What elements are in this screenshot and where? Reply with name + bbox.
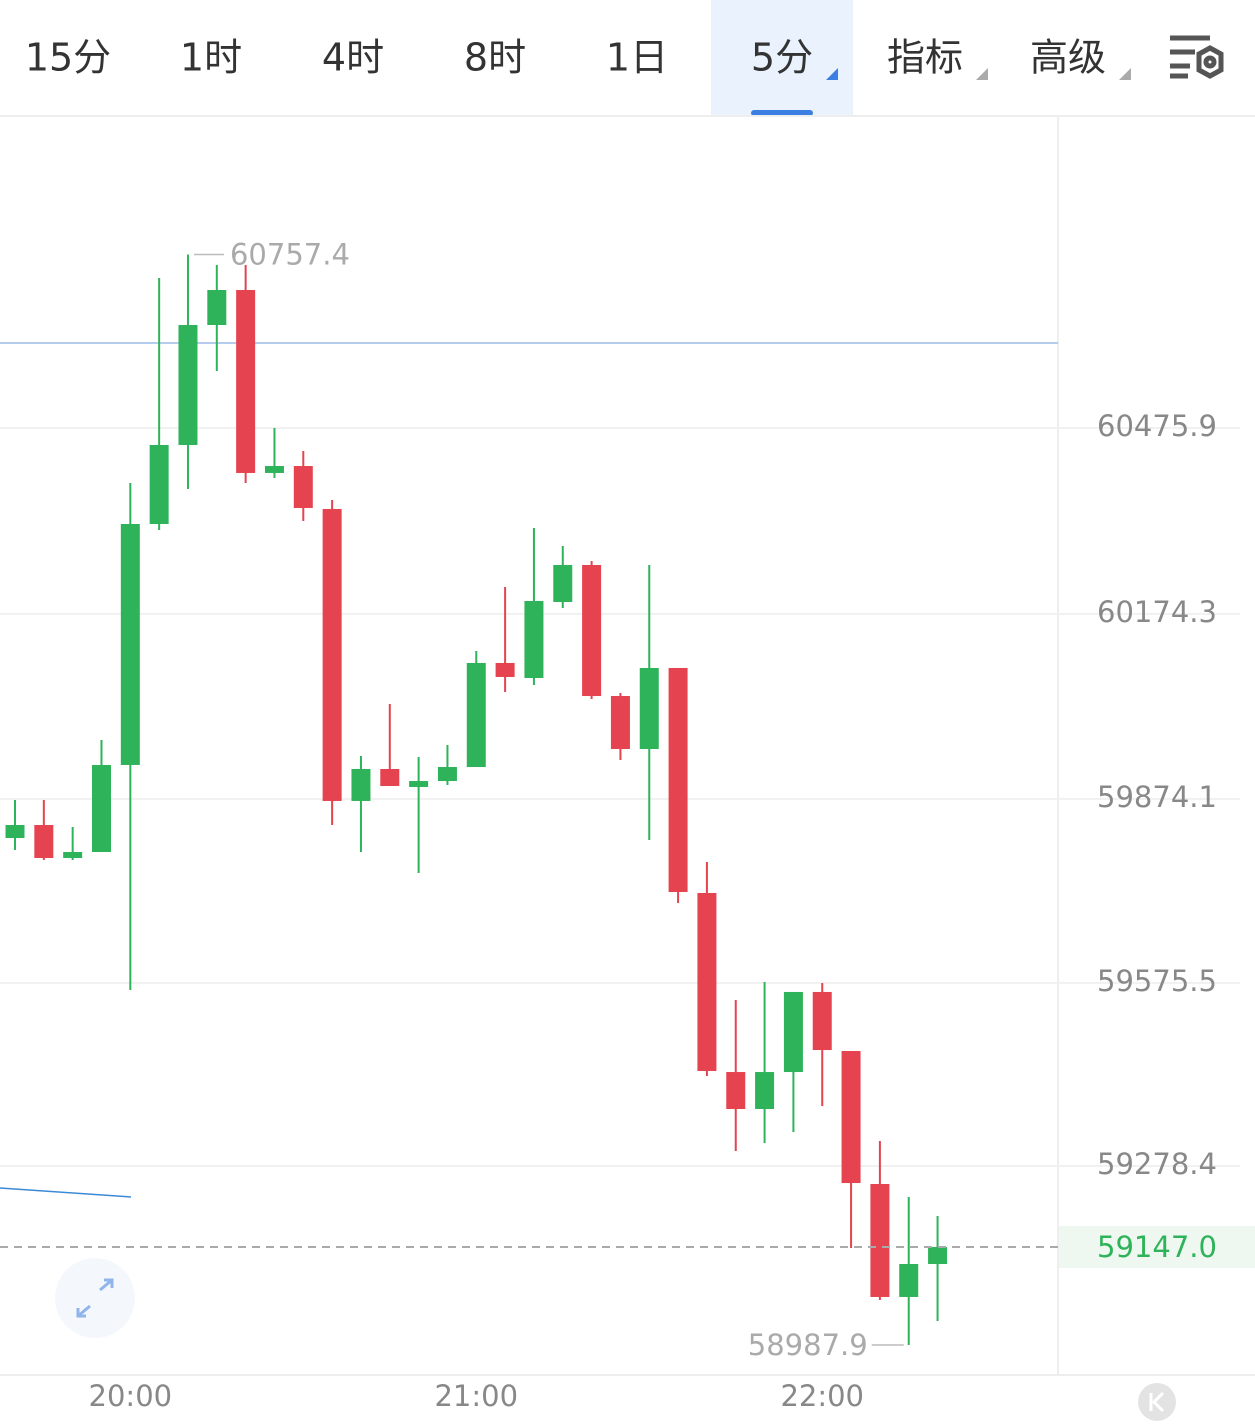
y-tick-label: 59874.1 (1097, 780, 1217, 814)
active-tab-underline (751, 110, 813, 116)
candle-body (178, 325, 198, 445)
tab[interactable]: 高级 (1030, 36, 1106, 80)
candle-body (668, 667, 688, 893)
candle-body (120, 524, 140, 765)
x-tick-label: 20:00 (89, 1379, 173, 1413)
tab[interactable]: 15分 (25, 36, 111, 80)
candle-body (553, 564, 573, 602)
y-tick-label: 60475.9 (1097, 409, 1217, 443)
candle-body (293, 466, 313, 508)
candle-body (207, 289, 227, 326)
candle-body (322, 508, 342, 801)
y-tick-label: 60174.3 (1097, 595, 1217, 629)
candle-body (409, 781, 429, 787)
y-tick-label: 59278.4 (1097, 1147, 1217, 1181)
x-tick-label: 21:00 (434, 1379, 518, 1413)
tab[interactable]: 8时 (464, 36, 526, 80)
tab[interactable]: 1日 (606, 36, 668, 80)
candle-body (5, 825, 25, 839)
active-tab-bg (711, 0, 853, 115)
min-label: 58987.9 (748, 1328, 868, 1362)
candle-body (91, 764, 111, 853)
indicator-line (0, 1187, 132, 1198)
candle-body (466, 662, 486, 768)
last-price-label: 59147.0 (1097, 1230, 1217, 1264)
chart-frame (0, 117, 1255, 1421)
tab[interactable]: 4时 (322, 36, 384, 80)
candle-body (783, 991, 803, 1073)
candle-body (524, 600, 544, 679)
dropdown-icon (976, 68, 988, 80)
x-tick-label: 22:00 (780, 1379, 864, 1413)
tab[interactable]: 指标 (887, 36, 963, 80)
candle-body (639, 667, 659, 750)
candle-body (236, 289, 256, 473)
candle-body (582, 564, 602, 697)
fullscreen-button[interactable] (55, 1258, 135, 1338)
dropdown-icon (826, 68, 838, 80)
candle-body (899, 1264, 919, 1297)
candle-body (841, 1051, 861, 1184)
k-button[interactable] (1138, 1383, 1176, 1421)
settings-icon[interactable] (1170, 35, 1224, 79)
candle-body (610, 696, 630, 750)
candle-body (726, 1072, 746, 1110)
dropdown-icon (1119, 68, 1131, 80)
candle-body (63, 852, 83, 858)
candle-body (34, 825, 54, 858)
candle-body (812, 991, 832, 1051)
candle-body (380, 768, 400, 786)
k-icon (1149, 1391, 1165, 1413)
tab[interactable]: 5分 (751, 36, 813, 80)
y-tick-label: 59575.5 (1097, 964, 1217, 998)
candle-body (437, 767, 457, 782)
tab[interactable]: 1时 (180, 36, 242, 80)
candle-body (264, 466, 284, 473)
max-label: 60757.4 (230, 237, 350, 271)
candle-body (755, 1072, 775, 1110)
candle-body (870, 1184, 890, 1297)
fullscreen-icon (76, 1278, 114, 1318)
candle-body (928, 1246, 948, 1265)
last-price-box (1059, 1225, 1255, 1268)
candle-body (351, 768, 371, 801)
candle-body (495, 662, 515, 677)
candle-body (697, 892, 717, 1071)
tab-bar (0, 0, 1255, 117)
candle-body (149, 444, 169, 525)
